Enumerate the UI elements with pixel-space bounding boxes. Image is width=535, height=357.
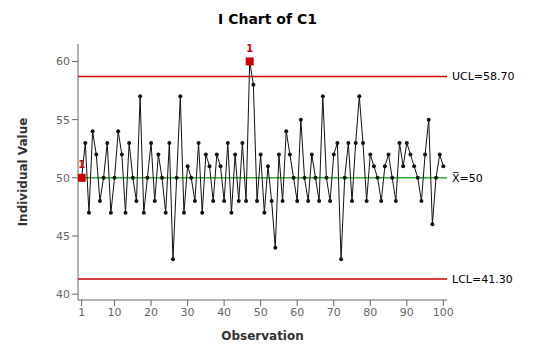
svg-text:90: 90 — [400, 306, 414, 319]
svg-text:LCL=41.30: LCL=41.30 — [452, 273, 513, 286]
svg-text:60: 60 — [290, 306, 304, 319]
svg-text:60: 60 — [56, 55, 70, 68]
svg-text:30: 30 — [181, 306, 195, 319]
svg-text:40: 40 — [217, 306, 231, 319]
svg-text:1: 1 — [78, 306, 85, 319]
svg-text:1: 1 — [246, 43, 253, 54]
svg-text:X̅=50: X̅=50 — [452, 172, 483, 185]
svg-text:20: 20 — [144, 306, 158, 319]
svg-text:Observation: Observation — [221, 329, 304, 343]
svg-text:70: 70 — [327, 306, 341, 319]
svg-text:55: 55 — [56, 114, 70, 127]
svg-text:10: 10 — [108, 306, 122, 319]
svg-text:45: 45 — [56, 230, 70, 243]
svg-text:50: 50 — [56, 172, 70, 185]
svg-text:100: 100 — [433, 306, 454, 319]
svg-text:50: 50 — [254, 306, 268, 319]
svg-text:80: 80 — [363, 306, 377, 319]
html-text:I Chart of C1: I Chart of C1 — [218, 11, 317, 27]
svg-text:Individual Value: Individual Value — [16, 118, 30, 227]
svg-text:UCL=58.70: UCL=58.70 — [452, 70, 515, 83]
svg-text:1: 1 — [78, 159, 85, 170]
svg-text:40: 40 — [56, 288, 70, 301]
